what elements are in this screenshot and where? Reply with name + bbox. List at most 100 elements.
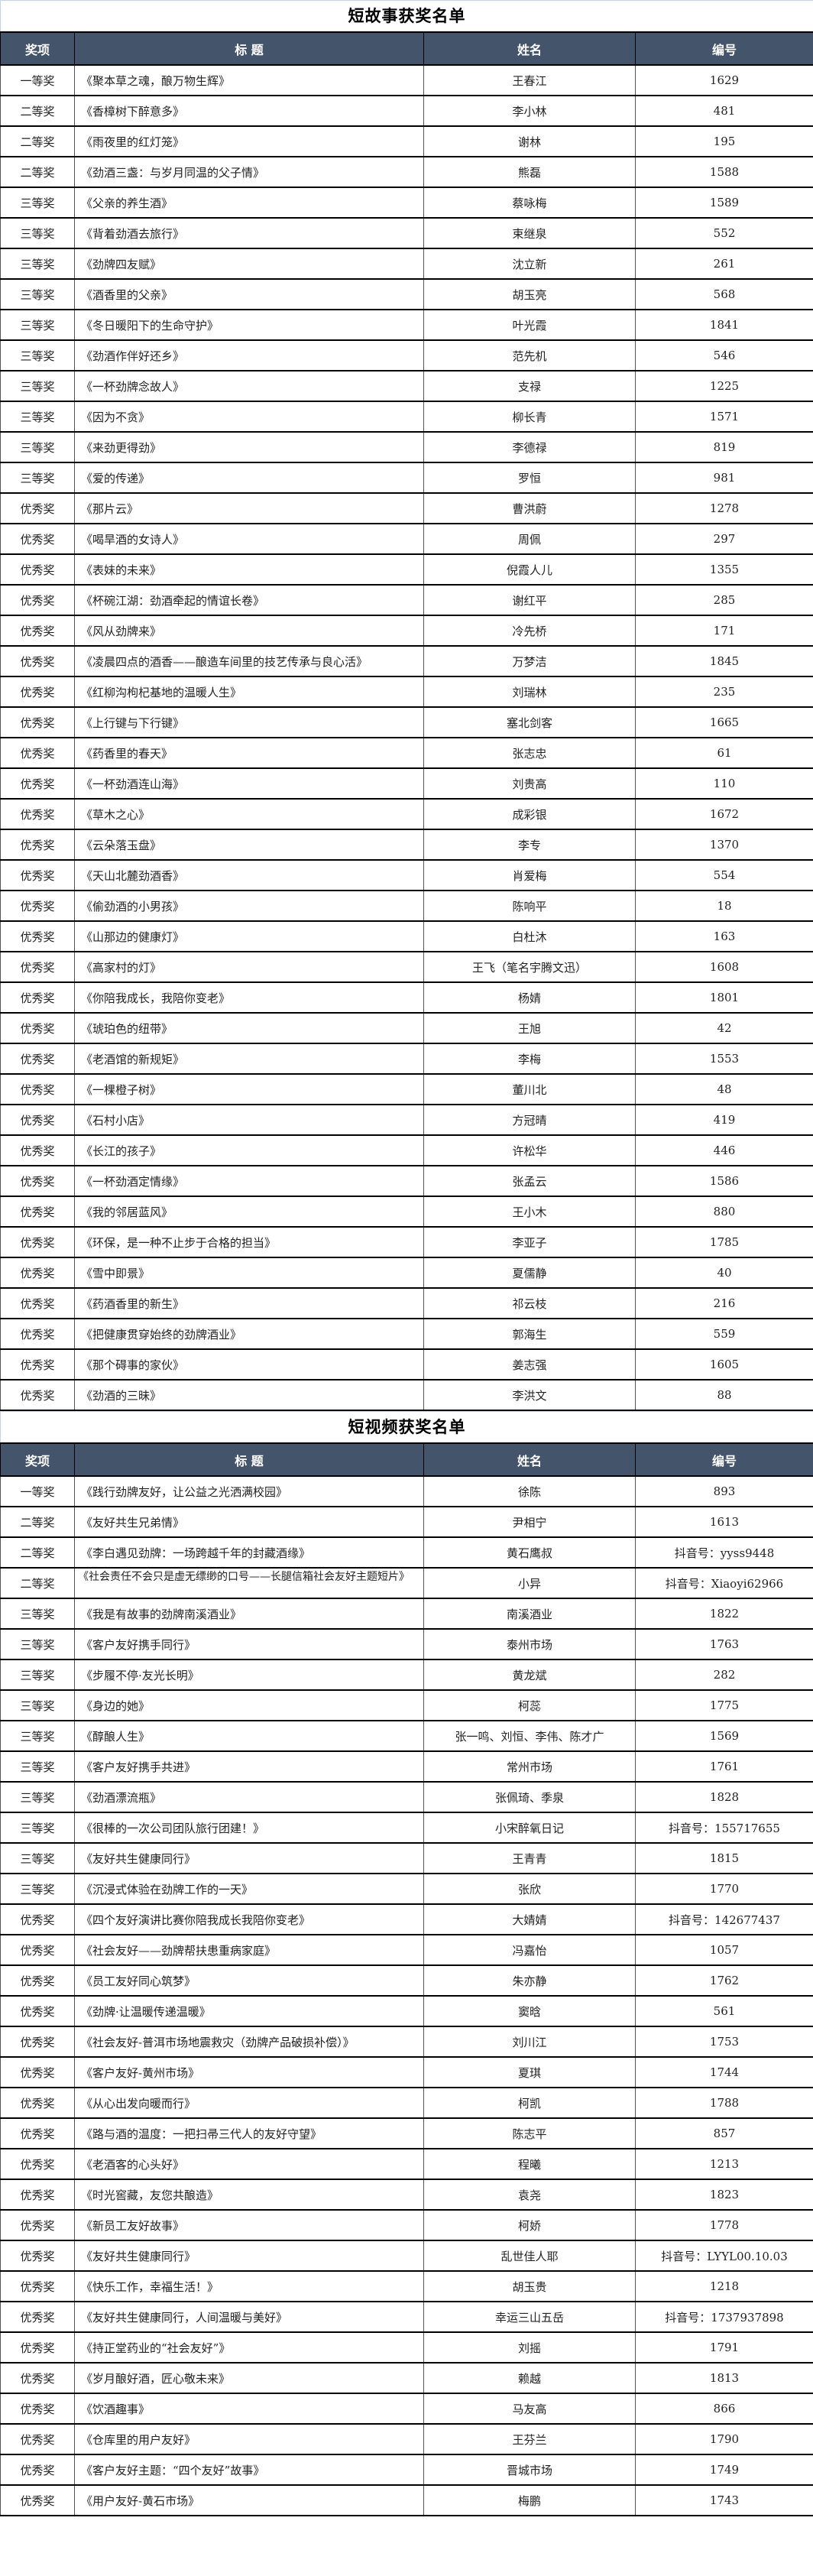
number-cell: 857 bbox=[635, 2118, 813, 2149]
number-cell: 1753 bbox=[635, 2026, 813, 2058]
table-row: 优秀奖 《客户友好-黄州市场》 夏琪 1744 bbox=[0, 2057, 813, 2088]
title-cell: 《持正堂药业的“社会友好”》 bbox=[74, 2332, 424, 2363]
title-cell: 《老酒馆的新规矩》 bbox=[74, 1043, 424, 1075]
table-row: 三等奖 《爱的传递》 罗恒 981 bbox=[0, 462, 813, 494]
name-cell: 袁尧 bbox=[423, 2179, 636, 2211]
number-cell: 285 bbox=[635, 585, 813, 616]
table-row: 优秀奖 《石村小店》 方冠晴 419 bbox=[0, 1105, 813, 1136]
award-cell: 优秀奖 bbox=[0, 829, 75, 861]
table-row: 优秀奖 《草木之心》 成彩银 1672 bbox=[0, 799, 813, 830]
award-cell: 二等奖 bbox=[0, 126, 75, 157]
column-header-number: 编号 bbox=[635, 1442, 813, 1477]
title-cell: 《劲酒作伴好还乡》 bbox=[74, 340, 424, 371]
award-cell: 优秀奖 bbox=[0, 2240, 75, 2272]
number-cell: 88 bbox=[635, 1380, 813, 1411]
number-cell: 171 bbox=[635, 615, 813, 647]
number-cell: 819 bbox=[635, 432, 813, 463]
title-cell: 《冬日暖阳下的生命守护》 bbox=[74, 310, 424, 341]
number-cell: 866 bbox=[635, 2393, 813, 2425]
table-row: 二等奖 《雨夜里的红灯笼》 谢林 195 bbox=[0, 126, 813, 157]
title-cell: 《客户友好携手共进》 bbox=[74, 1751, 424, 1783]
award-cell: 优秀奖 bbox=[0, 921, 75, 952]
title-cell: 《员工友好同心筑梦》 bbox=[74, 1965, 424, 1997]
title-cell: 《岁月酿好酒，匠心敬未来》 bbox=[74, 2363, 424, 2394]
number-cell: 1763 bbox=[635, 1629, 813, 1660]
award-cell: 优秀奖 bbox=[0, 952, 75, 983]
name-cell: 罗恒 bbox=[423, 462, 636, 494]
short-video-section: 短视频获奖名单 奖项标 题姓名 编号 一等奖 《践行劲牌友好，让公益之光洒满校园》 徐陈 8… bbox=[0, 1411, 813, 2516]
column-header-number: 编号 bbox=[635, 31, 813, 66]
award-cell: 优秀奖 bbox=[0, 891, 75, 922]
name-cell: 徐陈 bbox=[423, 1476, 636, 1507]
award-cell: 三等奖 bbox=[0, 1751, 75, 1783]
award-cell: 三等奖 bbox=[0, 279, 75, 310]
name-cell: 杨婧 bbox=[423, 982, 636, 1014]
table-row: 优秀奖 《时光窖藏，友您共酿造》 袁尧 1823 bbox=[0, 2179, 813, 2211]
table-row: 优秀奖 《长江的孩子》 许松华 446 bbox=[0, 1135, 813, 1166]
number-cell: 1225 bbox=[635, 371, 813, 402]
table-row: 优秀奖 《一棵橙子树》 董川北 48 bbox=[0, 1074, 813, 1105]
name-cell: 李梅 bbox=[423, 1043, 636, 1075]
title-cell: 《友好共生健康同行，人间温暖与美好》 bbox=[74, 2302, 424, 2333]
award-cell: 优秀奖 bbox=[0, 1227, 75, 1258]
award-cell: 三等奖 bbox=[0, 187, 75, 219]
number-cell: 1743 bbox=[635, 2485, 813, 2516]
award-cell: 优秀奖 bbox=[0, 2149, 75, 2180]
table-row: 优秀奖 《劲牌·让温暖传递温暖》 窦晗 561 bbox=[0, 1996, 813, 2027]
title-cell: 《一杯劲牌念故人》 bbox=[74, 371, 424, 402]
title-cell: 《山那边的健康灯》 bbox=[74, 921, 424, 952]
award-table: 奖项标 题姓名 编号 一等奖 《践行劲牌友好，让公益之光洒满校园》 徐陈 893 二等奖 《友… bbox=[0, 1442, 813, 2516]
title-cell: 《我是有故事的劲牌南溪酒业》 bbox=[74, 1598, 424, 1630]
title-cell: 《因为不贪》 bbox=[74, 401, 424, 433]
table-row: 优秀奖 《药酒香里的新生》 祁云枝 216 bbox=[0, 1288, 813, 1319]
number-cell: 282 bbox=[635, 1659, 813, 1691]
award-cell: 优秀奖 bbox=[0, 585, 75, 616]
number-cell: 568 bbox=[635, 279, 813, 310]
award-cell: 优秀奖 bbox=[0, 1105, 75, 1136]
number-cell: 抖音号：155717655 bbox=[635, 1812, 813, 1844]
title-cell: 《时光窖藏，友您共酿造》 bbox=[74, 2179, 424, 2211]
award-cell: 三等奖 bbox=[0, 340, 75, 371]
number-cell: 195 bbox=[635, 126, 813, 157]
table-row: 优秀奖 《你陪我成长，我陪你变老》 杨婧 1801 bbox=[0, 982, 813, 1014]
title-cell: 《新员工友好故事》 bbox=[74, 2210, 424, 2241]
title-cell: 《表妹的未来》 bbox=[74, 554, 424, 586]
header-row: 奖项标 题姓名 编号 bbox=[0, 1442, 813, 1477]
name-cell: 幸运三山五岳 bbox=[423, 2302, 636, 2333]
award-cell: 三等奖 bbox=[0, 1629, 75, 1660]
name-cell: 柯娇 bbox=[423, 2210, 636, 2241]
number-cell: 1801 bbox=[635, 982, 813, 1014]
name-cell: 董川北 bbox=[423, 1074, 636, 1105]
table-row: 三等奖 《我是有故事的劲牌南溪酒业》 南溪酒业 1822 bbox=[0, 1598, 813, 1630]
award-cell: 优秀奖 bbox=[0, 1196, 75, 1228]
name-cell: 刘摇 bbox=[423, 2332, 636, 2363]
number-cell: 1629 bbox=[635, 65, 813, 96]
table-row: 优秀奖 《一杯劲酒定情缘》 张孟云 1586 bbox=[0, 1166, 813, 1197]
name-cell: 黄石鹰叔 bbox=[423, 1537, 636, 1569]
number-cell: 554 bbox=[635, 860, 813, 891]
name-cell: 成彩银 bbox=[423, 799, 636, 830]
title-cell: 《身边的她》 bbox=[74, 1690, 424, 1721]
table-row: 优秀奖 《云朵落玉盘》 李专 1370 bbox=[0, 829, 813, 861]
title-cell: 《长江的孩子》 bbox=[74, 1135, 424, 1166]
award-cell: 优秀奖 bbox=[0, 1257, 75, 1289]
title-cell: 《沉浸式体验在劲牌工作的一天》 bbox=[74, 1874, 424, 1905]
table-row: 优秀奖 《我的邻居蓝风》 王小木 880 bbox=[0, 1196, 813, 1228]
award-cell: 二等奖 bbox=[0, 1568, 75, 1599]
award-cell: 优秀奖 bbox=[0, 707, 75, 738]
table-row: 三等奖 《客户友好携手共进》 常州市场 1761 bbox=[0, 1751, 813, 1783]
award-cell: 优秀奖 bbox=[0, 493, 75, 524]
name-cell: 黄龙斌 bbox=[423, 1659, 636, 1691]
name-cell: 束继泉 bbox=[423, 218, 636, 249]
table-row: 优秀奖 《把健康贯穿始终的劲牌酒业》 郭海生 559 bbox=[0, 1319, 813, 1350]
number-cell: 抖音号：1737937898 bbox=[635, 2302, 813, 2333]
number-cell: 1571 bbox=[635, 401, 813, 433]
name-cell: 梅鹏 bbox=[423, 2485, 636, 2516]
name-cell: 泰州市场 bbox=[423, 1629, 636, 1660]
title-cell: 《香樟树下醉意多》 bbox=[74, 96, 424, 127]
name-cell: 张佩琦、季泉 bbox=[423, 1782, 636, 1813]
number-cell: 1815 bbox=[635, 1843, 813, 1874]
number-cell: 1791 bbox=[635, 2332, 813, 2363]
name-cell: 熊磊 bbox=[423, 157, 636, 188]
name-cell: 祁云枝 bbox=[423, 1288, 636, 1319]
